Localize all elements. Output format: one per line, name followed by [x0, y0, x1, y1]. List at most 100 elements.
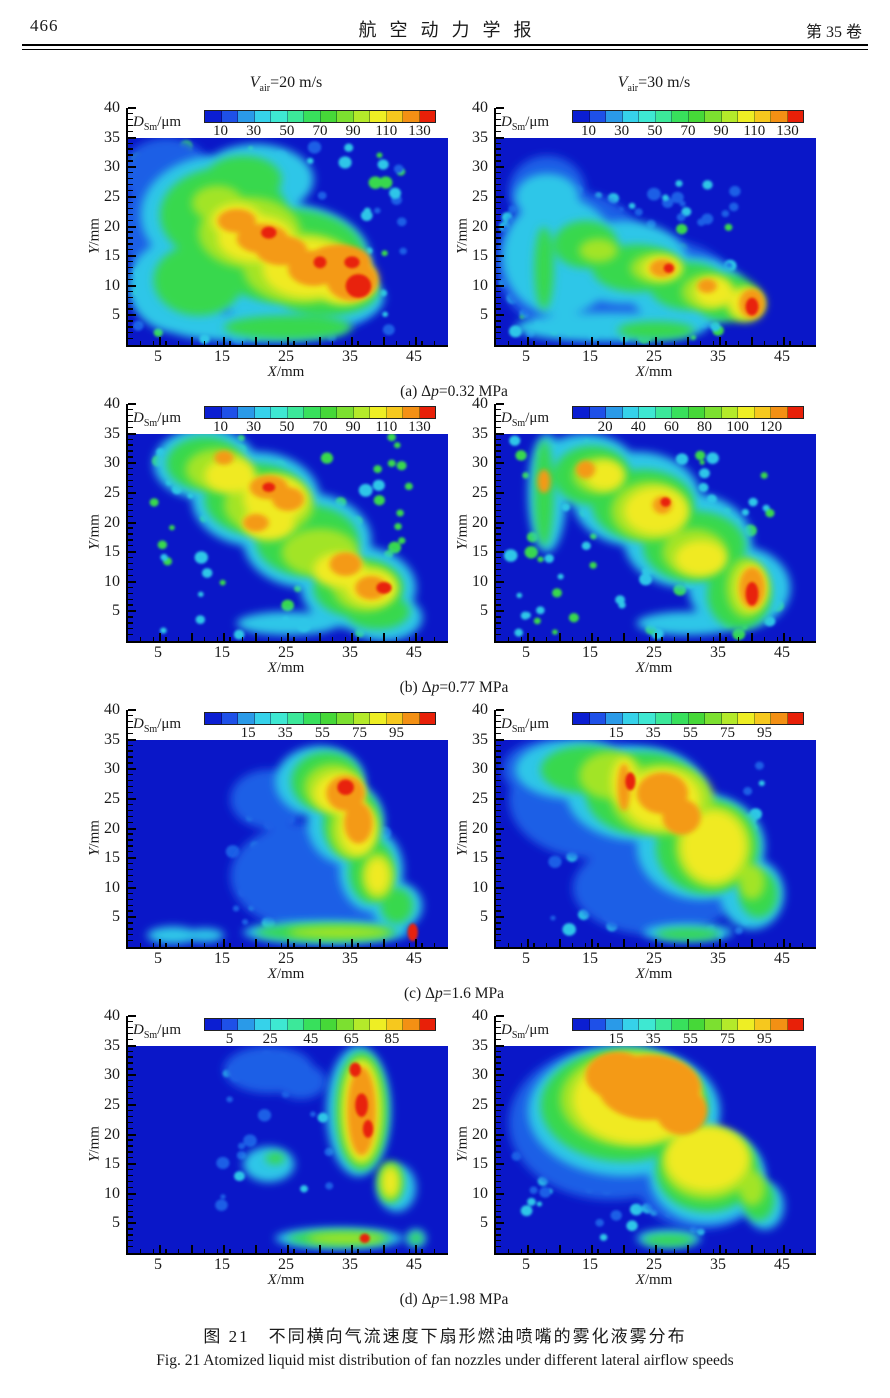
x-axis-minor-tick	[293, 1248, 295, 1253]
x-axis-minor-tick	[533, 636, 535, 641]
y-tick-label: 40	[104, 701, 120, 718]
caption-pre: (d) Δ	[399, 1291, 432, 1308]
cb-unit: /μm	[157, 114, 182, 130]
y-axis-major-tick	[496, 1044, 504, 1047]
y-axis-minor-tick	[496, 821, 501, 823]
x-axis-minor-tick	[584, 636, 586, 641]
contour-art	[128, 739, 448, 947]
colorbar-segment	[304, 1019, 321, 1030]
x-axis-major-tick	[319, 1245, 321, 1253]
x-axis-major-tick	[159, 939, 161, 947]
y-tick-label: 20	[472, 513, 488, 531]
y-axis-major-tick	[128, 491, 136, 494]
y-axis-minor-tick	[496, 1062, 501, 1064]
colorbar-segment	[287, 111, 304, 122]
y-axis-minor-tick	[128, 338, 133, 340]
colorbar-tick-label: 5	[225, 1031, 234, 1047]
x-tick-label: 25	[646, 348, 662, 365]
x-axis-minor-tick	[280, 636, 282, 641]
cb-sub: Sm	[511, 1030, 526, 1041]
x-axis-minor-tick	[699, 1248, 702, 1253]
y-axis-minor-tick	[128, 213, 133, 215]
x-tick-label: 25	[646, 950, 662, 967]
y-tick-label: 5	[112, 908, 120, 926]
colorbar-tick-label: 95	[757, 1031, 773, 1047]
y-axis-major-tick	[496, 797, 504, 800]
y-tick-label: 30	[104, 158, 120, 176]
y-tick-label: 30	[472, 760, 488, 778]
colorbar-segment	[320, 1019, 337, 1030]
y-axis-minor-tick	[128, 774, 133, 776]
y-axis-minor-tick	[496, 616, 501, 618]
x-axis-major-tick	[415, 939, 417, 947]
colorbar-tick-label: 90	[713, 123, 729, 139]
caption-var: p	[431, 1291, 440, 1308]
y-axis-minor-tick	[128, 112, 133, 115]
x-axis-major-tick	[255, 1245, 257, 1253]
colorbar-segment	[787, 407, 803, 418]
x-axis-minor-tick	[344, 636, 346, 641]
y-axis-minor-tick	[496, 833, 501, 835]
y-axis-minor-tick	[128, 1062, 133, 1064]
y-axis-minor-tick	[128, 420, 133, 423]
colorbar-segment	[337, 1019, 354, 1030]
x-axis-minor-tick	[408, 340, 410, 345]
x-axis-minor-tick	[776, 340, 778, 345]
x-axis-minor-tick	[763, 1248, 766, 1253]
y-tick-labels: 40 35 30 25 20 15 10 5	[454, 395, 488, 641]
y-axis-minor-tick	[128, 780, 133, 782]
colorbar-segment	[589, 407, 606, 418]
y-axis-minor-tick	[128, 515, 133, 517]
x-axis-major-tick	[687, 1245, 689, 1253]
x-tick-label: 15	[582, 950, 598, 967]
colorbar-tick-label: 30	[246, 419, 262, 435]
y-tick-label: 40	[472, 1007, 488, 1024]
y-axis-major-tick	[128, 709, 136, 711]
y-axis-minor-tick	[128, 480, 133, 482]
figure-row-c: Y/mm 40 35 30 25 20 15 10 5 DSm/μm 15 35 55 75 95 5…	[86, 700, 822, 1003]
y-axis-major-tick	[496, 432, 504, 435]
y-axis-minor-tick	[128, 1068, 133, 1070]
y-axis-minor-tick	[128, 898, 133, 900]
x-axis-minor-tick	[421, 340, 423, 345]
y-axis-minor-tick	[496, 803, 501, 806]
x-axis-major-tick	[623, 1245, 625, 1253]
y-axis-minor-tick	[128, 509, 133, 511]
x-axis-title: X/mm	[126, 660, 446, 677]
y-tick-label: 20	[472, 217, 488, 235]
x-axis-major-tick	[591, 337, 593, 345]
colorbar-segment	[589, 111, 606, 122]
y-axis-minor-tick	[496, 934, 501, 936]
x-axis-minor-tick	[370, 340, 372, 345]
y-axis-major-tick	[496, 255, 504, 258]
x-axis-minor-tick	[408, 636, 410, 641]
colorbar-segment	[370, 407, 387, 418]
y-axis-minor-tick	[128, 438, 133, 440]
x-axis-minor-tick	[139, 1248, 142, 1253]
colorbar-title: DSm/μm	[501, 114, 549, 133]
colorbar-segment	[287, 407, 304, 418]
y-axis-minor-tick	[128, 1204, 133, 1206]
colorbar-segment	[622, 1019, 639, 1030]
colorbar-segment	[738, 1019, 755, 1030]
colorbar-title: DSm/μm	[133, 114, 181, 133]
x-axis-major-tick	[783, 633, 785, 641]
cb-unit: /μm	[157, 1022, 182, 1038]
y-tick-label: 25	[104, 187, 120, 205]
y-axis-minor-tick	[496, 1240, 501, 1242]
y-axis-minor-tick	[128, 308, 133, 310]
x-axis-minor-tick	[648, 942, 650, 947]
y-axis-minor-tick	[496, 503, 501, 506]
y-axis-minor-tick	[496, 320, 501, 322]
x-axis-title: X/mm	[494, 660, 814, 677]
y-tick-label: 5	[112, 602, 120, 620]
colorbar-segment	[655, 407, 672, 418]
column-titles: Vair=20 m/s Vair=30 m/s	[86, 74, 822, 98]
x-tick-label: 5	[522, 1256, 530, 1273]
x-tick-label: 45	[774, 950, 790, 967]
x-axis-major-tick	[559, 633, 561, 641]
y-axis-minor-tick	[496, 207, 501, 210]
colorbar-segment	[771, 1019, 788, 1030]
y-axis-minor-tick	[128, 1145, 133, 1147]
y-axis-minor-tick	[128, 272, 133, 275]
